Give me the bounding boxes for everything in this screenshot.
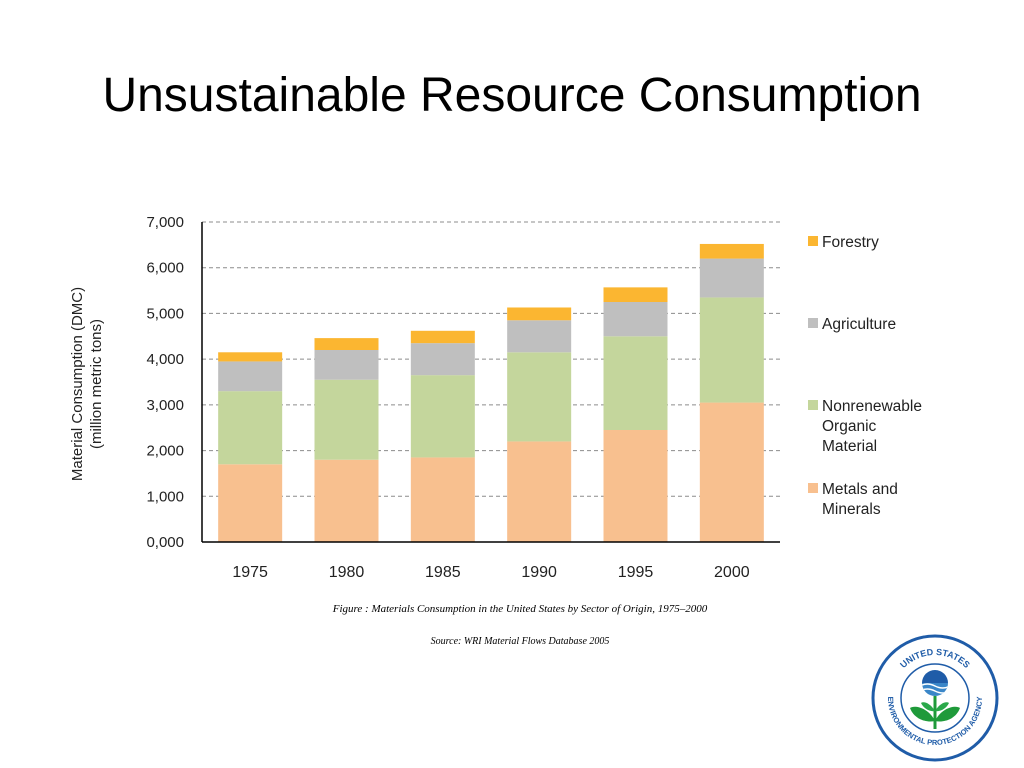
bar-segment [218, 352, 283, 362]
bar-segment [410, 375, 475, 458]
legend-swatch [808, 483, 818, 493]
bar-segment [410, 457, 475, 542]
y-tick-label: 2,000 [146, 443, 184, 460]
y-axis-label: Material Consumption (DMC) [69, 287, 86, 481]
bar-segment [314, 379, 379, 460]
legend-label: Nonrenewable [822, 398, 922, 415]
slide-title: Unsustainable Resource Consumption [102, 69, 922, 122]
y-axis-title: Material Consumption (DMC) (million metr… [69, 287, 105, 481]
bar-segment [603, 302, 668, 337]
legend-label: Minerals [822, 501, 881, 518]
x-tick-label: 2000 [714, 564, 750, 581]
y-tick-label: 1,000 [146, 488, 184, 505]
bar-segment [314, 459, 379, 542]
stacked-bar-chart: 0,000 1,000 2,000 3,000 4,000 5,000 6,000 7,000… [69, 214, 922, 581]
bar-segment [410, 343, 475, 376]
bar-segment [603, 430, 668, 542]
y-tick-label: 6,000 [146, 260, 184, 277]
bar-segment [699, 258, 764, 298]
y-tick-labels: 0,000 1,000 2,000 3,000 4,000 5,000 6,000 7,000 [146, 214, 184, 551]
bars [218, 243, 764, 542]
bar-segment [218, 391, 283, 465]
y-tick-label: 4,000 [146, 351, 184, 368]
legend-label: Material [822, 438, 877, 455]
legend-swatch [808, 400, 818, 410]
x-tick-label: 1985 [425, 564, 461, 581]
x-tick-label: 1980 [329, 564, 365, 581]
bar-segment [699, 402, 764, 542]
y-tick-label: 5,000 [146, 305, 184, 322]
source-caption: Source: WRI Material Flows Database 2005 [430, 636, 610, 647]
y-axis-label-units: (million metric tons) [88, 319, 105, 449]
bar-segment [603, 287, 668, 302]
x-tick-label: 1975 [232, 564, 268, 581]
bar-segment [507, 307, 572, 321]
bar-segment [314, 338, 379, 350]
bar-segment [507, 320, 572, 353]
bar-segment [410, 330, 475, 344]
legend-label: Organic [822, 418, 877, 435]
figure-caption: Figure : Materials Consumption in the Un… [332, 603, 708, 615]
bar-segment [507, 441, 572, 542]
bar-segment [507, 352, 572, 442]
bar-segment [218, 361, 283, 392]
legend-swatch [808, 318, 818, 328]
legend: Forestry Agriculture Nonrenewable Organic Ma… [808, 234, 922, 518]
x-tick-label: 1995 [618, 564, 654, 581]
bar-segment [699, 243, 764, 259]
y-tick-label: 3,000 [146, 397, 184, 414]
x-tick-labels: 1975 1980 1985 1990 1995 2000 [232, 564, 749, 581]
y-tick-label: 7,000 [146, 214, 184, 231]
bar-segment [218, 464, 283, 542]
x-tick-label: 1990 [521, 564, 557, 581]
bar-segment [603, 336, 668, 430]
legend-label: Metals and [822, 481, 898, 498]
y-tick-label: 0,000 [146, 534, 184, 551]
axes [201, 222, 780, 543]
legend-label: Forestry [822, 234, 879, 251]
bar-segment [314, 350, 379, 380]
legend-swatch [808, 236, 818, 246]
bar-segment [699, 297, 764, 403]
legend-label: Agriculture [822, 316, 896, 333]
grid-lines [202, 221, 780, 497]
epa-seal-logo: UNITED STATES ENVIRONMENTAL PROTECTION A… [871, 634, 999, 762]
